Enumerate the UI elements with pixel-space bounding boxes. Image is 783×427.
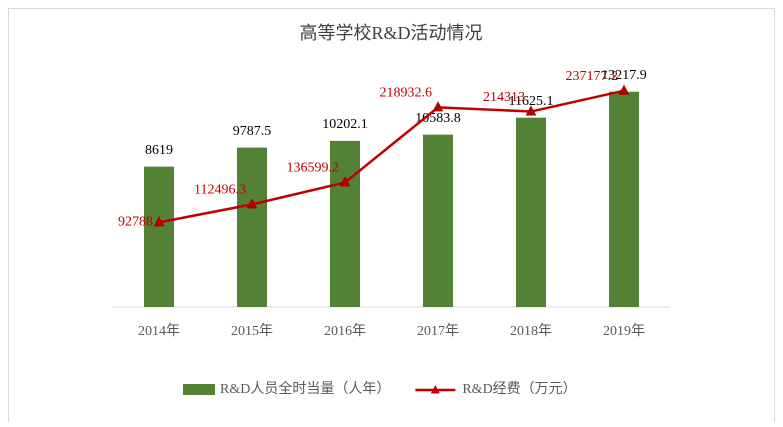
x-tick-label: 2018年 — [510, 323, 552, 339]
line-label: 214313 — [483, 90, 525, 105]
bar — [237, 147, 267, 307]
x-tick-label: 2016年 — [324, 323, 366, 339]
bar — [516, 117, 546, 307]
line-label: 136599.2 — [287, 161, 340, 176]
x-tick-label: 2017年 — [417, 323, 459, 339]
x-tick-label: 2019年 — [603, 323, 645, 339]
line-marker — [525, 105, 537, 116]
legend-swatch — [183, 384, 215, 395]
line-label: 92788 — [118, 215, 153, 230]
bar — [144, 166, 174, 307]
line-marker — [618, 84, 630, 95]
x-tick-label: 2015年 — [231, 323, 273, 339]
x-tick-label: 2014年 — [138, 323, 180, 339]
bar-label: 11625.1 — [509, 94, 554, 109]
line-marker — [432, 101, 444, 112]
line-label: 112496.3 — [194, 183, 246, 198]
bar-label: 9787.5 — [233, 124, 272, 139]
bar — [609, 91, 639, 307]
line-marker — [339, 176, 351, 187]
bar-label: 10583.8 — [415, 111, 461, 126]
line-label: 218932.6 — [380, 86, 433, 101]
line-marker — [246, 198, 258, 209]
bar-label: 10202.1 — [322, 117, 368, 132]
legend-marker — [430, 385, 440, 394]
line-label: 237177.2 — [566, 69, 619, 84]
bar-label: 13217.9 — [601, 68, 647, 83]
chart-title: 高等学校R&D活动情况 — [299, 23, 482, 43]
legend-label: R&D经费（万元） — [462, 381, 576, 397]
legend-label: R&D人员全时当量（人年） — [220, 380, 390, 397]
line — [158, 89, 625, 224]
bar — [330, 140, 360, 307]
chart-border — [8, 8, 775, 427]
bar-label: 8619 — [145, 143, 173, 158]
line-marker — [153, 216, 165, 227]
bar — [423, 134, 453, 307]
